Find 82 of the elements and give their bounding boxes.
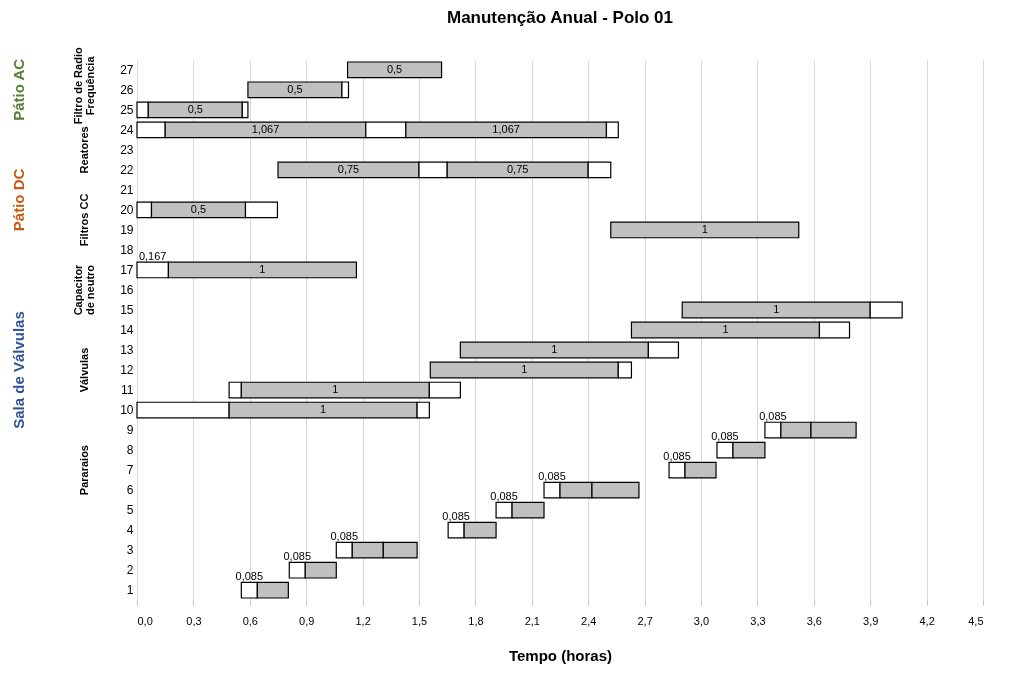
y-tick-label: 4 <box>126 523 134 538</box>
data-label: 0,5 <box>187 102 203 115</box>
data-label: 0,085 <box>330 530 359 543</box>
y-tick-label: 16 <box>120 282 134 297</box>
x-tick-label: 0,3 <box>186 614 202 627</box>
x-tick-label: 3,0 <box>693 614 710 627</box>
y-tick-label: 6 <box>126 483 134 498</box>
data-label: 0,5 <box>190 202 207 215</box>
y-tick-label: 11 <box>121 383 134 398</box>
data-label: 0,085 <box>711 430 739 443</box>
chart-title: Manutenção Anual - Polo 01 <box>446 8 674 28</box>
y-tick-label: 24 <box>120 122 134 137</box>
y-tick-label: 20 <box>120 202 134 217</box>
data-label: 0,085 <box>235 570 264 583</box>
y-tick-label: 3 <box>126 543 134 558</box>
x-tick-label: 3,6 <box>806 614 822 627</box>
data-label: 0,085 <box>490 490 518 503</box>
y-tick-label: 5 <box>126 503 134 518</box>
x-tick-label: 1,2 <box>355 614 371 627</box>
data-label: 0,5 <box>386 62 403 75</box>
text: Capacitor de neutro <box>72 263 96 316</box>
y-tick-label: 1 <box>126 583 134 598</box>
data-label: 0,75 <box>337 162 360 175</box>
y-tick-label: 9 <box>126 423 134 438</box>
x-tick-label: 0,6 <box>242 614 258 627</box>
data-label: 1 <box>551 343 558 356</box>
y-tick-label: 25 <box>120 102 134 117</box>
x-tick-label: 2,1 <box>524 614 540 627</box>
y-tick-label: 15 <box>120 302 134 317</box>
data-label: 1 <box>701 222 708 235</box>
y-tick-label: 19 <box>120 222 134 237</box>
data-label: 1 <box>332 383 339 396</box>
text: Reatores <box>78 126 90 174</box>
x-tick-label: 4,2 <box>919 614 935 627</box>
x-tick-label: 2,4 <box>581 614 597 627</box>
data-label: 1 <box>259 262 266 275</box>
x-tick-label: 0,9 <box>299 614 315 627</box>
y-tick-label: 12 <box>120 363 134 378</box>
data-label: 1,067 <box>492 122 520 135</box>
data-label: 0,5 <box>287 82 303 95</box>
data-label: 0,085 <box>538 470 566 483</box>
data-label: 0,085 <box>283 550 312 563</box>
y-tick-label: 22 <box>120 162 134 177</box>
text: Pararaios <box>78 445 90 496</box>
y-tick-label: 2 <box>126 563 134 578</box>
x-axis-title: Tempo (horas) <box>508 646 613 664</box>
y-tick-label: 7 <box>126 463 134 478</box>
data-label: 0,085 <box>759 410 787 423</box>
text: Pátio AC <box>10 58 27 121</box>
x-tick-label: 1,5 <box>411 614 428 627</box>
data-label: 1 <box>320 403 327 416</box>
y-tick-label: 8 <box>126 443 134 458</box>
y-tick-label: 17 <box>120 262 134 277</box>
data-label: 0,167 <box>138 249 167 262</box>
y-tick-label: 13 <box>120 343 134 358</box>
y-tick-label: 23 <box>120 142 134 157</box>
x-tick-label: 0,0 <box>137 614 153 627</box>
bar <box>346 61 443 79</box>
x-tick-label: 2,7 <box>637 614 653 627</box>
x-tick-label: 3,9 <box>863 614 879 627</box>
data-label: 0,75 <box>506 162 529 175</box>
data-label: 0,085 <box>663 450 691 463</box>
text: Pátio DC <box>10 168 27 232</box>
text: Filtros CC <box>78 193 90 247</box>
y-tick-label: 27 <box>120 62 134 77</box>
data-label: 1 <box>722 323 729 335</box>
text: Válvulas <box>78 347 90 393</box>
data-label: 1 <box>521 363 528 376</box>
x-tick-label: 1,8 <box>468 614 484 627</box>
data-label: 1,067 <box>251 122 280 135</box>
text: Filtro de Radio Frequência <box>72 47 96 125</box>
data-label: 1 <box>773 302 780 315</box>
x-tick-label: 4,5 <box>968 614 984 627</box>
data-label: 0,085 <box>442 510 470 523</box>
y-tick-label: 10 <box>120 403 134 418</box>
y-tick-label: 14 <box>120 323 134 337</box>
text: Sala de Válvulas <box>10 311 27 429</box>
y-tick-label: 26 <box>120 82 134 97</box>
y-tick-label: 21 <box>120 182 134 197</box>
y-tick-label: 18 <box>120 242 134 257</box>
x-tick-label: 3,3 <box>750 614 766 627</box>
bar <box>610 221 800 239</box>
